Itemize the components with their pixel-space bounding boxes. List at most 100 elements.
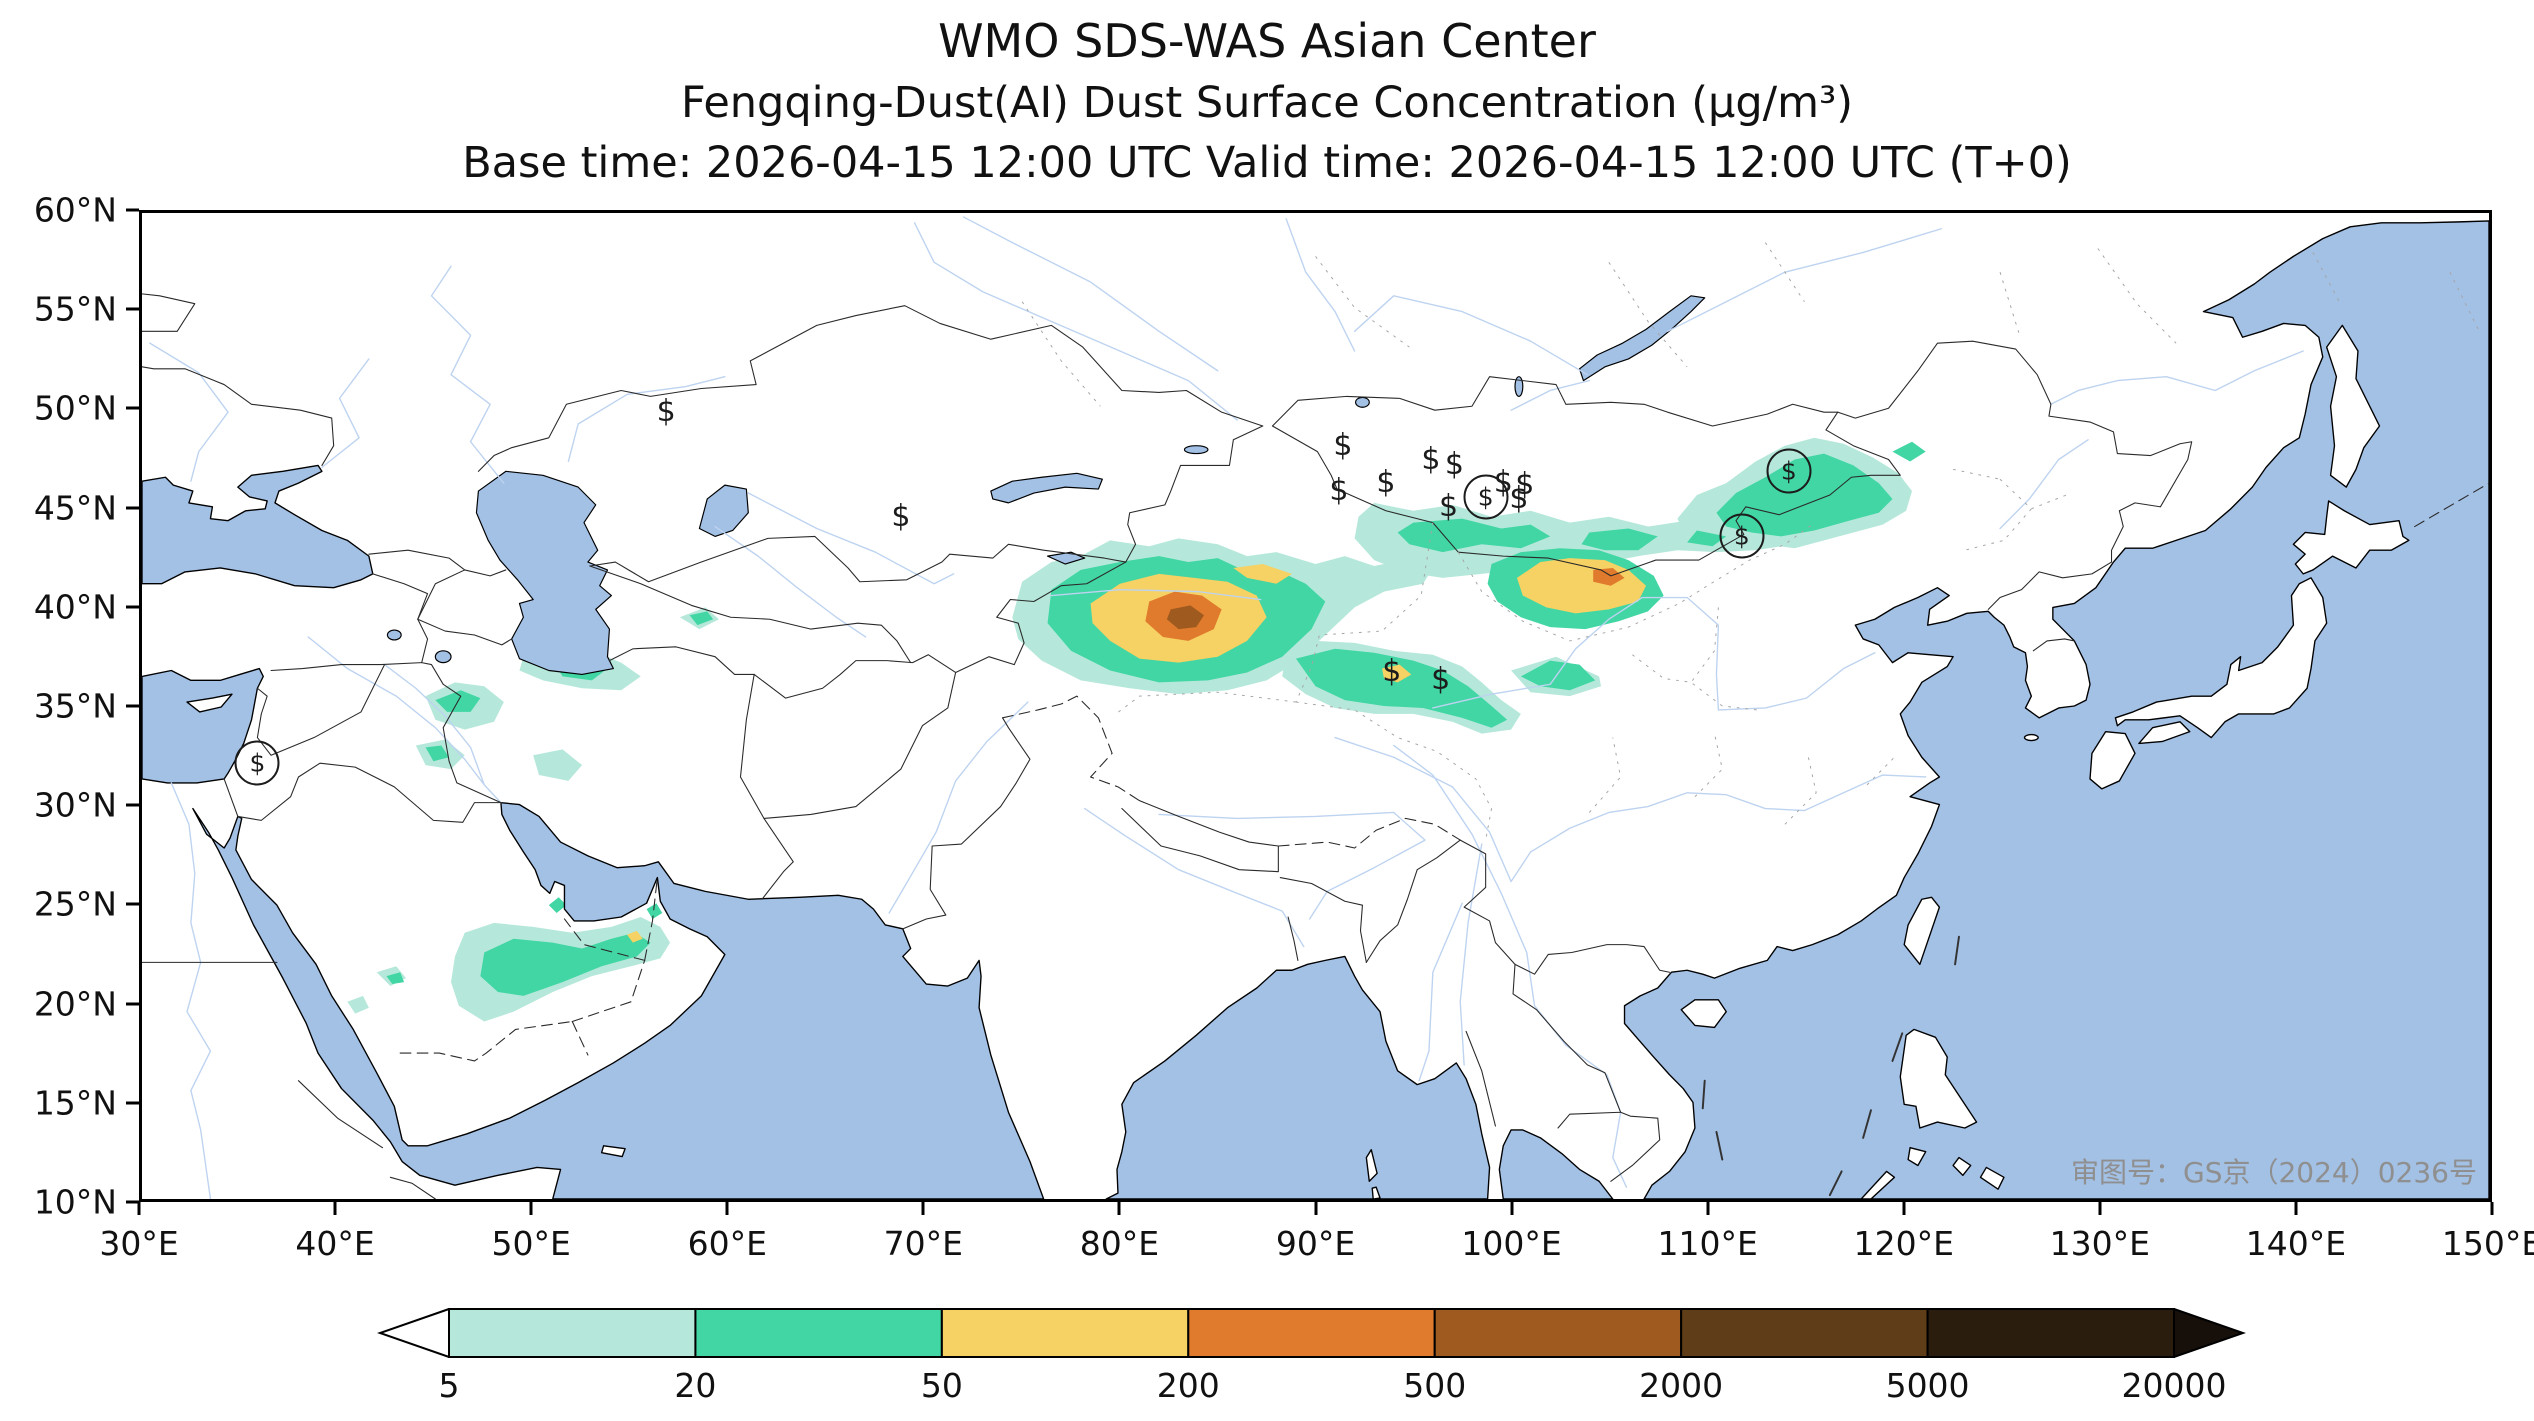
header: WMO SDS-WAS Asian Center Fengqing-Dust(A… [0, 14, 2534, 188]
colorbar-segment [694, 1308, 943, 1358]
dust-symbol: $ [1493, 465, 1513, 501]
jeju [2023, 733, 2039, 742]
x-tick-label: 80°E [1079, 1224, 1160, 1263]
colorbar-segment [1187, 1308, 1436, 1358]
mindoro [1907, 1147, 1927, 1167]
x-tick-label: 90°E [1275, 1224, 1356, 1263]
bay-of-bengal [1105, 955, 1491, 1199]
dust-symbol: $ [1444, 447, 1464, 483]
dust-symbol: $ [1329, 473, 1349, 509]
colorbar-tick-label: 200 [1156, 1366, 1220, 1405]
x-tick-label: 140°E [2245, 1224, 2347, 1263]
lake-balkhash [990, 472, 1103, 504]
taiwan [1903, 896, 1941, 966]
y-tick-label: 35°N [33, 686, 117, 726]
province-borders [1021, 242, 2480, 841]
nicobar-islands [1371, 1186, 1381, 1199]
country-borders [142, 293, 2193, 1199]
lake-khovsgol [1514, 376, 1524, 397]
colorbar-over-arrow [2173, 1307, 2247, 1359]
map-canvas [142, 213, 2489, 1199]
page-title: WMO SDS-WAS Asian Center [938, 14, 1596, 68]
x-tick-label: 30°E [99, 1224, 179, 1263]
arabian-sea-red-sea-persian-gulf [192, 801, 1045, 1199]
x-tick-label: 110°E [1657, 1224, 1758, 1263]
sakhalin [2325, 324, 2381, 488]
x-tick [1117, 1202, 1121, 1215]
honshu [2114, 577, 2328, 739]
nine-dash-line [1701, 935, 1960, 1197]
ocean [142, 220, 2489, 1199]
cyprus [186, 693, 233, 713]
y-tick-label: 50°N [33, 388, 117, 428]
map-panel: $ $ $ $ $ $ $ $ $ $ $ $ $ $ $ $ $ 审图号：GS京（2024）0236号 [139, 210, 2492, 1202]
dust-symbol: $ [1333, 427, 1353, 463]
colorbar [376, 1307, 2247, 1359]
x-tick-label: 150°E [2441, 1224, 2534, 1263]
y-tick [126, 704, 139, 708]
colorbar-tick-label: 50 [920, 1366, 963, 1405]
x-tick [2294, 1202, 2298, 1215]
y-axis: 60°N 55°N 50°N 45°N 40°N 35°N 30°N 25°N 20°N 15°N… [0, 191, 139, 1222]
colorbar-segment [1680, 1308, 1929, 1358]
dust-symbol: $ [656, 394, 676, 430]
page-subtitle: Fengqing-Dust(AI) Dust Surface Concentra… [680, 78, 1854, 128]
x-tick [529, 1202, 533, 1215]
lake-issyk-kul [1046, 551, 1086, 565]
colorbar-segment [448, 1308, 697, 1358]
lake-zaysan [1183, 445, 1209, 455]
y-tick [126, 506, 139, 510]
y-tick-label: 55°N [33, 289, 117, 329]
y-tick-label: 30°N [33, 785, 117, 825]
dust-symbol: $ [1382, 654, 1402, 690]
x-tick [333, 1202, 337, 1215]
visayas-island [1952, 1156, 1972, 1177]
socotra [600, 1145, 626, 1158]
y-tick [126, 605, 139, 609]
y-tick-label: 20°N [33, 984, 117, 1024]
dust-symbol: $ [1766, 448, 1812, 494]
colorbar-tick-label: 5000 [1885, 1366, 1970, 1405]
gulf-of-thailand [1498, 1129, 1614, 1199]
colorbar-tick-label: 20000 [2121, 1366, 2227, 1405]
colorbar-scale [376, 1307, 2247, 1359]
dust-level-5 [1166, 605, 1205, 630]
islands [186, 324, 2410, 1199]
andaman-islands [1365, 1149, 1378, 1182]
aral-sea [698, 484, 749, 537]
luzon [1899, 1028, 1978, 1129]
x-tick [1902, 1202, 1906, 1215]
time-line: Base time: 2026-04-15 12:00 UTC Valid ti… [462, 138, 2072, 188]
x-tick-label: 130°E [2049, 1224, 2150, 1263]
caspian-sea [475, 470, 614, 676]
hainan [1680, 999, 1727, 1029]
y-tick-label: 40°N [33, 587, 117, 627]
y-tick [126, 406, 139, 410]
x-tick-label: 40°E [295, 1224, 375, 1263]
x-axis: 30°E 40°E 50°E 60°E 70°E 80°E 90°E 100°E 110°E 12… [99, 1202, 2534, 1297]
colorbar-tick-label: 2000 [1639, 1366, 1724, 1405]
colorbar-segment [1926, 1308, 2175, 1358]
y-tick-label: 25°N [33, 884, 117, 924]
x-tick-label: 120°E [1853, 1224, 1954, 1263]
rivers [149, 216, 2304, 1199]
x-tick [1510, 1202, 1514, 1215]
shikoku [2138, 721, 2191, 745]
pacific-ocean [1623, 220, 2489, 1199]
lakes [386, 295, 1706, 676]
colorbar-tick-label: 20 [674, 1366, 717, 1405]
visayas-island [1979, 1166, 2005, 1190]
dashed-borders [399, 482, 2489, 1062]
lake-van [386, 629, 402, 641]
y-tick [126, 1002, 139, 1006]
lake-baikal [1578, 295, 1706, 382]
dust-symbol: $ [1376, 465, 1396, 501]
dust-symbol: $ [1719, 513, 1765, 559]
y-tick-label: 60°N [33, 190, 117, 230]
colorbar-tick-label: 5 [438, 1366, 460, 1405]
dust-symbol: $ [1438, 488, 1459, 524]
y-tick [126, 902, 139, 906]
lake-urmia [434, 650, 452, 664]
colorbar-segment [940, 1308, 1190, 1358]
dust-symbol: $ [891, 498, 911, 534]
